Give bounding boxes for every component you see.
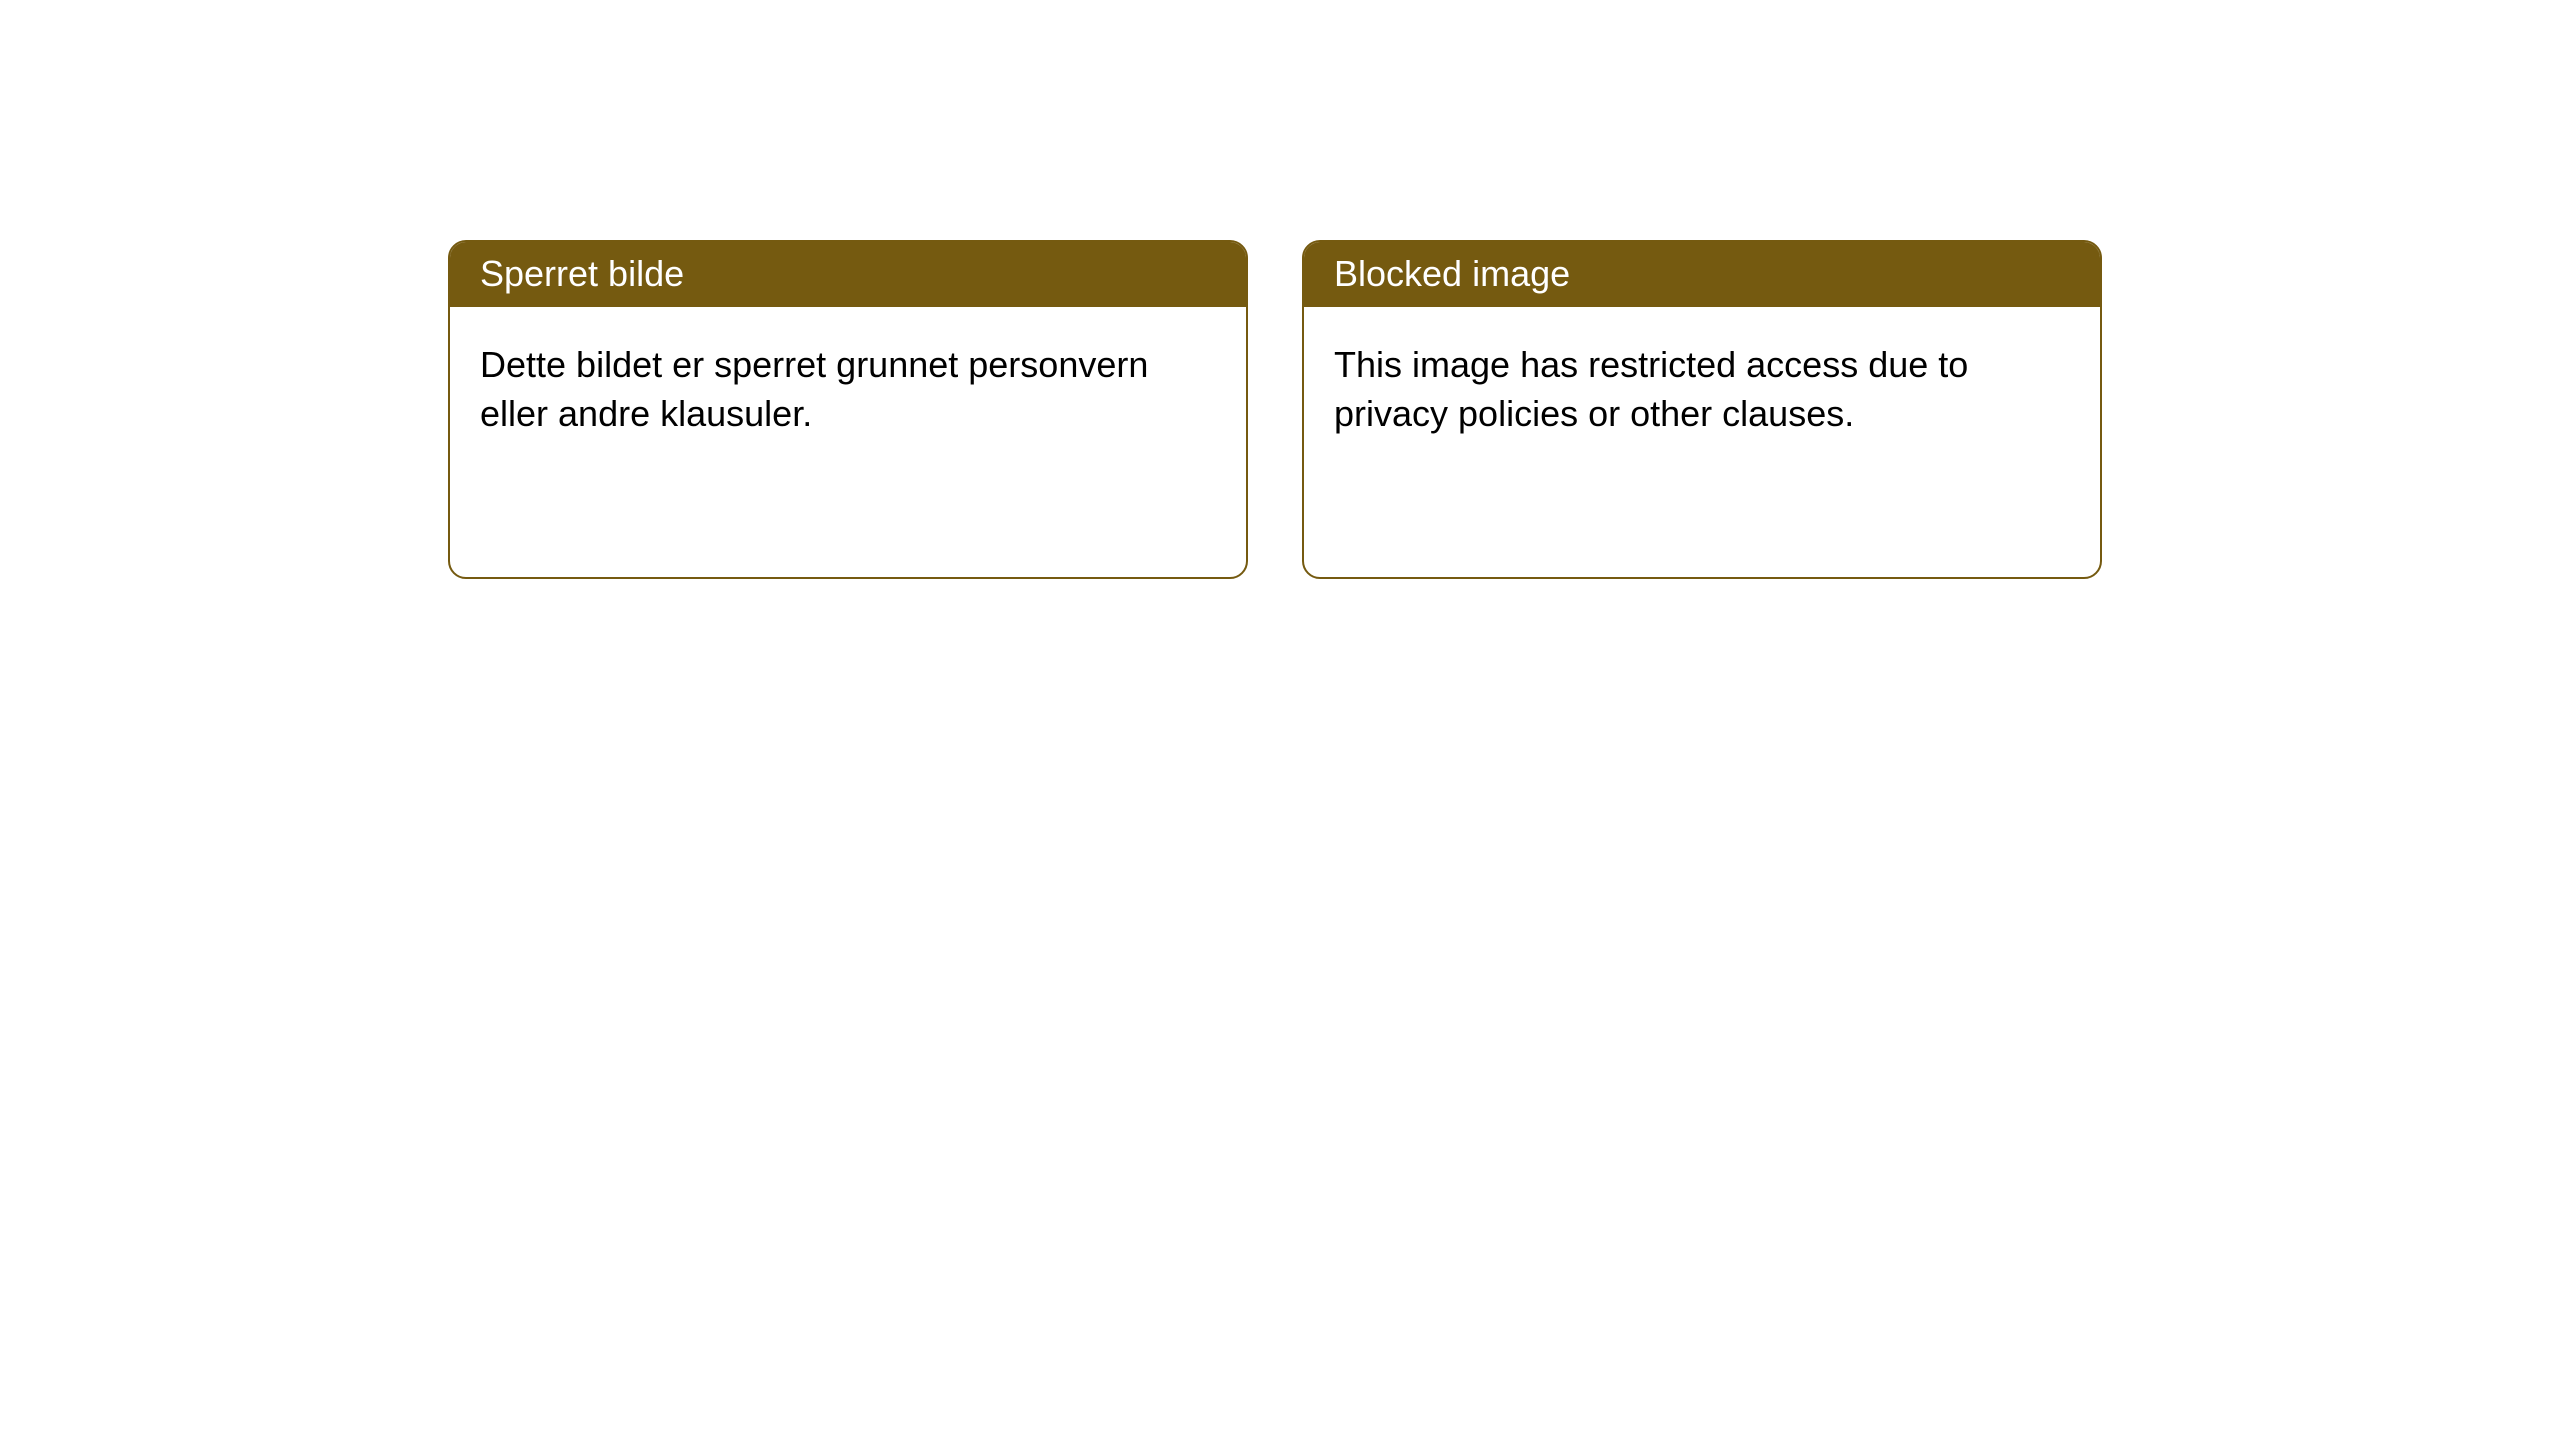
notice-container: Sperret bilde Dette bildet er sperret gr…: [0, 0, 2560, 579]
notice-card-norwegian: Sperret bilde Dette bildet er sperret gr…: [448, 240, 1248, 579]
notice-header: Blocked image: [1304, 242, 2100, 307]
notice-body: Dette bildet er sperret grunnet personve…: [450, 307, 1246, 577]
notice-body: This image has restricted access due to …: [1304, 307, 2100, 577]
notice-card-english: Blocked image This image has restricted …: [1302, 240, 2102, 579]
notice-header: Sperret bilde: [450, 242, 1246, 307]
